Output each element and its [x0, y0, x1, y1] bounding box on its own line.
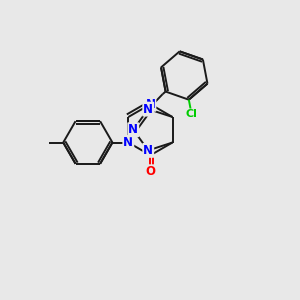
Text: N: N — [143, 103, 153, 116]
Text: O: O — [146, 165, 155, 178]
Text: N: N — [128, 123, 138, 136]
Text: Cl: Cl — [186, 110, 198, 119]
Text: N: N — [146, 98, 155, 111]
Text: N: N — [143, 144, 153, 157]
Text: N: N — [123, 136, 133, 149]
